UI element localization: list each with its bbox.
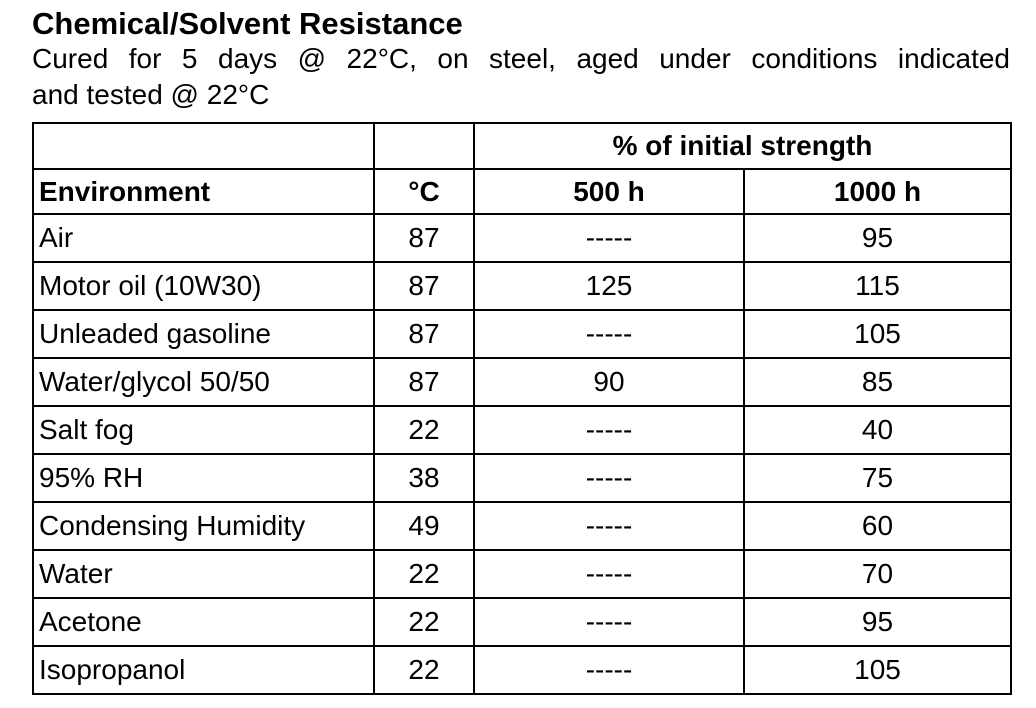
500h-cell: ----- xyxy=(473,405,745,455)
500h-cell: 90 xyxy=(473,357,745,407)
environment-header: Environment xyxy=(32,168,375,215)
table-row: Motor oil (10W30) 87 125 115 xyxy=(32,261,1012,311)
environment-cell: Salt fog xyxy=(32,405,375,455)
temperature-cell: 22 xyxy=(373,597,475,647)
temperature-cell: 22 xyxy=(373,405,475,455)
empty-cell xyxy=(373,122,475,170)
table-row: Isopropanol 22 ----- 105 xyxy=(32,645,1012,695)
1000h-cell: 40 xyxy=(743,405,1012,455)
temperature-cell: 22 xyxy=(373,549,475,599)
1000h-cell: 85 xyxy=(743,357,1012,407)
1000h-cell: 115 xyxy=(743,261,1012,311)
1000h-cell: 70 xyxy=(743,549,1012,599)
500h-cell: ----- xyxy=(473,597,745,647)
table-row: Acetone 22 ----- 95 xyxy=(32,597,1012,647)
500h-cell: ----- xyxy=(473,213,745,263)
table-row: 95% RH 38 ----- 75 xyxy=(32,453,1012,503)
environment-cell: Water/glycol 50/50 xyxy=(32,357,375,407)
500h-cell: ----- xyxy=(473,309,745,359)
table-row: Salt fog 22 ----- 40 xyxy=(32,405,1012,455)
temperature-cell: 87 xyxy=(373,261,475,311)
table-row: Water 22 ----- 70 xyxy=(32,549,1012,599)
1000h-cell: 105 xyxy=(743,309,1012,359)
group-header-row: % of initial strength xyxy=(32,122,1012,170)
table-row: Air 87 ----- 95 xyxy=(32,213,1012,263)
temperature-cell: 22 xyxy=(373,645,475,695)
column-header-row: Environment °C 500 h 1000 h xyxy=(32,168,1012,215)
environment-cell: Air xyxy=(32,213,375,263)
temperature-cell: 38 xyxy=(373,453,475,503)
500h-cell: ----- xyxy=(473,501,745,551)
temperature-cell: 87 xyxy=(373,309,475,359)
500h-cell: 125 xyxy=(473,261,745,311)
table-row: Unleaded gasoline 87 ----- 105 xyxy=(32,309,1012,359)
table-row: Water/glycol 50/50 87 90 85 xyxy=(32,357,1012,407)
500h-cell: ----- xyxy=(473,645,745,695)
1000h-header: 1000 h xyxy=(743,168,1012,215)
temperature-cell: 87 xyxy=(373,213,475,263)
group-header-cell: % of initial strength xyxy=(473,122,1012,170)
environment-cell: Unleaded gasoline xyxy=(32,309,375,359)
table-row: Condensing Humidity 49 ----- 60 xyxy=(32,501,1012,551)
page-title: Chemical/Solvent Resistance xyxy=(32,6,463,41)
1000h-cell: 95 xyxy=(743,597,1012,647)
1000h-cell: 95 xyxy=(743,213,1012,263)
environment-cell: Motor oil (10W30) xyxy=(32,261,375,311)
500h-header: 500 h xyxy=(473,168,745,215)
environment-cell: Condensing Humidity xyxy=(32,501,375,551)
1000h-cell: 105 xyxy=(743,645,1012,695)
environment-cell: Water xyxy=(32,549,375,599)
1000h-cell: 60 xyxy=(743,501,1012,551)
page-subtitle-line1: Cured for 5 days @ 22°C, on steel, aged … xyxy=(32,43,1010,74)
temperature-cell: 49 xyxy=(373,501,475,551)
temperature-header: °C xyxy=(373,168,475,215)
chemical-resistance-table: % of initial strength Environment °C 500… xyxy=(32,122,1012,695)
500h-cell: ----- xyxy=(473,453,745,503)
1000h-cell: 75 xyxy=(743,453,1012,503)
temperature-cell: 87 xyxy=(373,357,475,407)
page-subtitle-line2: and tested @ 22°C xyxy=(32,79,270,110)
empty-cell xyxy=(32,122,375,170)
500h-cell: ----- xyxy=(473,549,745,599)
environment-cell: 95% RH xyxy=(32,453,375,503)
environment-cell: Acetone xyxy=(32,597,375,647)
environment-cell: Isopropanol xyxy=(32,645,375,695)
